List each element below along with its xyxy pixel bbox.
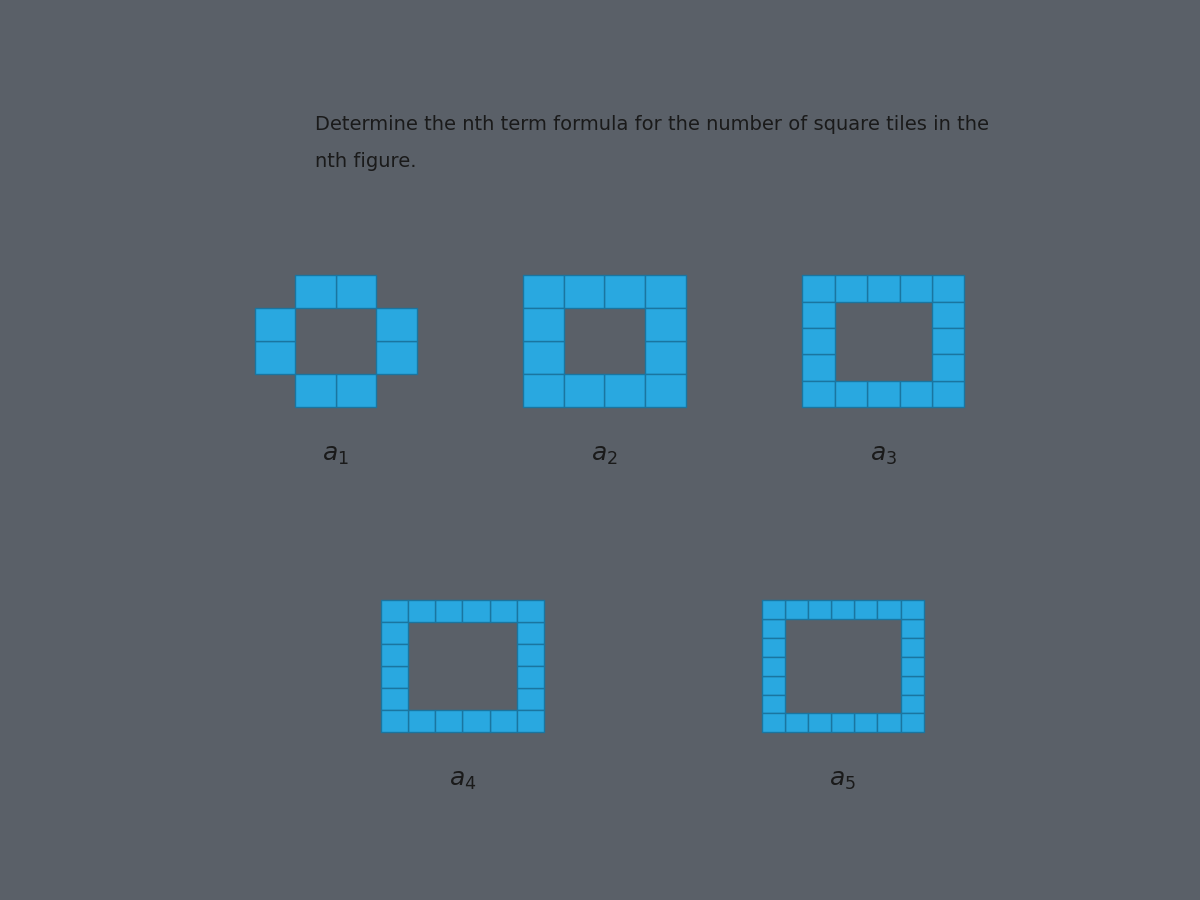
Bar (808, 600, 832, 619)
Bar (295, 374, 336, 407)
Bar (564, 275, 605, 308)
Bar (802, 302, 835, 328)
Bar (877, 714, 901, 733)
Bar (408, 600, 436, 623)
Bar (646, 341, 685, 374)
Bar (408, 710, 436, 733)
Bar (762, 600, 785, 619)
Bar (901, 619, 924, 638)
Bar (254, 341, 295, 374)
Bar (336, 275, 377, 308)
Text: $a_1$: $a_1$ (323, 444, 349, 467)
Bar (802, 355, 835, 381)
Bar (802, 381, 835, 407)
Bar (462, 600, 490, 623)
Bar (900, 381, 932, 407)
Bar (785, 714, 808, 733)
Bar (802, 328, 835, 355)
Bar (832, 714, 854, 733)
Bar (762, 638, 785, 657)
Bar (854, 714, 877, 733)
Bar (382, 644, 408, 666)
Bar (516, 688, 544, 710)
Bar (523, 341, 564, 374)
Bar (377, 308, 416, 341)
Bar (382, 666, 408, 688)
Bar (932, 355, 965, 381)
Bar (762, 619, 785, 638)
Bar (382, 710, 408, 733)
Bar (832, 600, 854, 619)
Bar (564, 374, 605, 407)
Bar (605, 374, 646, 407)
Bar (605, 275, 646, 308)
Bar (901, 714, 924, 733)
Bar (646, 308, 685, 341)
Text: $a_5$: $a_5$ (829, 770, 856, 792)
Bar (646, 275, 685, 308)
Bar (877, 600, 901, 619)
Bar (523, 275, 564, 308)
Bar (762, 714, 785, 733)
Bar (868, 275, 900, 302)
Bar (932, 275, 965, 302)
Bar (490, 710, 516, 733)
Bar (762, 695, 785, 714)
Text: $a_4$: $a_4$ (449, 770, 476, 792)
Text: $a_2$: $a_2$ (592, 444, 618, 467)
Bar (377, 341, 416, 374)
Bar (932, 302, 965, 328)
Bar (254, 308, 295, 341)
Bar (808, 714, 832, 733)
Bar (295, 275, 336, 308)
Bar (932, 328, 965, 355)
Bar (382, 623, 408, 644)
Bar (835, 275, 868, 302)
Text: nth figure.: nth figure. (316, 152, 416, 171)
Bar (516, 666, 544, 688)
Bar (785, 600, 808, 619)
Bar (516, 623, 544, 644)
Bar (835, 381, 868, 407)
Bar (901, 657, 924, 676)
Bar (901, 676, 924, 695)
Bar (762, 676, 785, 695)
Bar (802, 275, 835, 302)
Bar (646, 374, 685, 407)
Bar (901, 638, 924, 657)
Bar (516, 600, 544, 623)
Bar (901, 695, 924, 714)
Bar (436, 710, 462, 733)
Bar (336, 374, 377, 407)
Bar (932, 381, 965, 407)
Bar (762, 657, 785, 676)
Bar (490, 600, 516, 623)
Bar (516, 644, 544, 666)
Bar (868, 381, 900, 407)
Bar (436, 600, 462, 623)
Text: Determine the nth term formula for the number of square tiles in the: Determine the nth term formula for the n… (316, 114, 990, 133)
Bar (462, 710, 490, 733)
Bar (382, 688, 408, 710)
Bar (516, 710, 544, 733)
Bar (900, 275, 932, 302)
Bar (523, 308, 564, 341)
Text: $a_3$: $a_3$ (870, 444, 896, 467)
Bar (854, 600, 877, 619)
Bar (901, 600, 924, 619)
Bar (382, 600, 408, 623)
Bar (523, 374, 564, 407)
